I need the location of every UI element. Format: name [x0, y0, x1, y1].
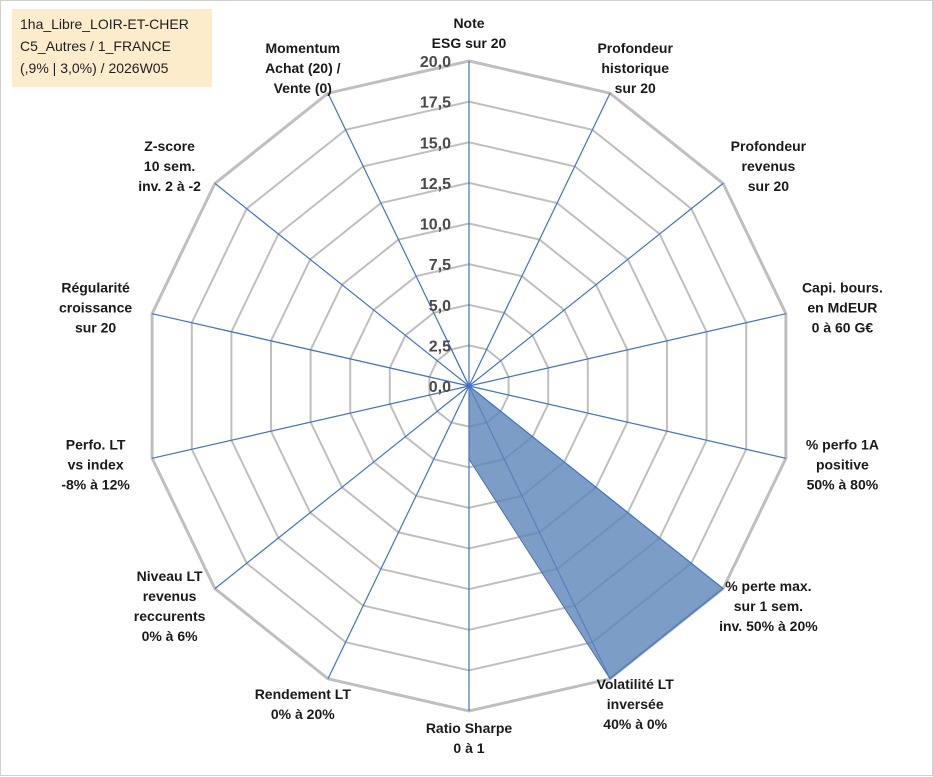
tick-label-7: 17,5 [420, 95, 451, 112]
axis-label-9-line-1: revenus [143, 588, 197, 604]
axis-label-3-line-2: 0 à 60 G€ [812, 320, 874, 336]
axis-label-1-line-0: Profondeur [597, 40, 673, 56]
axis-label-4-line-0: % perfo 1A [806, 437, 879, 453]
axis-label-10: Perfo. LT vs index -8% à 12% [61, 437, 130, 493]
tick-label-8: 20,0 [420, 54, 451, 71]
axis-label-3: Capi. bours. en MdEUR 0 à 60 G€ [802, 280, 883, 336]
axis-label-5-line-0: % perte max. [725, 578, 811, 594]
axis-label-11-line-2: sur 20 [75, 320, 116, 336]
axis-label-11-line-0: Régularité [61, 280, 130, 296]
axis-label-7-line-1: 0 à 1 [453, 740, 484, 756]
axis-spoke-12 [214, 182, 470, 387]
axis-label-2-line-2: sur 20 [748, 178, 789, 194]
axis-label-0-line-0: Note [453, 15, 484, 31]
axis-label-2-line-1: revenus [742, 158, 796, 174]
axis-spoke-4 [468, 385, 787, 459]
axis-spoke-2 [468, 182, 724, 387]
axis-label-13-line-1: Achat (20) / [265, 60, 341, 76]
axis-label-8-line-0: Rendement LT [255, 686, 352, 702]
axis-label-6-line-0: Volatilité LT [597, 676, 675, 692]
axis-label-2-line-0: Profondeur [731, 138, 807, 154]
axis-label-6-line-1: inversée [607, 696, 664, 712]
axis-spoke-1 [468, 92, 611, 387]
axis-spoke-3 [468, 313, 787, 387]
axis-labels: Note ESG sur 20 Profondeur historique sur 20… [59, 15, 883, 756]
tick-label-0: 0,0 [429, 379, 451, 396]
axis-label-10-line-2: -8% à 12% [61, 477, 130, 493]
axis-label-13: Momentum Achat (20) / Vente (0) [265, 40, 341, 96]
series-area-0 [215, 327, 724, 680]
axis-label-2: Profondeur revenus sur 20 [731, 138, 807, 194]
axis-label-10-line-0: Perfo. LT [66, 437, 126, 453]
title-line-3: (,9% | 3,0%) / 2026W05 [20, 60, 169, 76]
series-area [215, 327, 724, 680]
axis-label-0: Note ESG sur 20 [432, 15, 507, 51]
title-box: 1ha_Libre_LOIR-ET-CHER C5_Autres / 1_FRA… [12, 9, 212, 87]
axis-label-7-line-0: Ratio Sharpe [426, 720, 513, 736]
axis-label-1-line-1: historique [601, 60, 669, 76]
axis-label-12-line-2: inv. 2 à -2 [138, 178, 201, 194]
axis-label-13-line-2: Vente (0) [274, 80, 332, 96]
axis-spoke-9 [214, 385, 470, 590]
axis-label-9: Niveau LT revenus reccurents 0% à 6% [134, 568, 206, 644]
axis-label-9-line-3: 0% à 6% [142, 628, 199, 644]
axis-label-9-line-0: Niveau LT [137, 568, 203, 584]
axis-label-0-line-1: ESG sur 20 [432, 35, 507, 51]
title-line-1: 1ha_Libre_LOIR-ET-CHER [20, 16, 189, 32]
axis-label-4-line-1: positive [816, 457, 869, 473]
axis-label-12-line-1: 10 sem. [144, 158, 195, 174]
axis-label-12: Z-score 10 sem. inv. 2 à -2 [138, 138, 201, 194]
axis-label-9-line-2: reccurents [134, 608, 206, 624]
tick-labels: 0,0 2,5 5,0 7,5 10,0 12,5 15,0 17,5 20,0 [420, 54, 451, 396]
axis-spoke-8 [327, 385, 470, 680]
axis-label-3-line-0: Capi. bours. [802, 280, 883, 296]
tick-label-1: 2,5 [429, 338, 451, 355]
axis-label-13-line-0: Momentum [265, 40, 340, 56]
title-line-2: C5_Autres / 1_FRANCE [20, 38, 171, 54]
axis-label-6-line-2: 40% à 0% [603, 716, 667, 732]
axis-label-4-line-2: 50% à 80% [807, 477, 879, 493]
tick-label-3: 7,5 [429, 257, 451, 274]
axis-label-1-line-2: sur 20 [615, 80, 656, 96]
axis-label-8-line-1: 0% à 20% [271, 706, 335, 722]
tick-label-5: 12,5 [420, 176, 451, 193]
axis-label-1: Profondeur historique sur 20 [597, 40, 673, 96]
axis-label-11: Régularité croissance sur 20 [59, 280, 132, 336]
axis-label-5-line-2: inv. 50% à 20% [719, 618, 818, 634]
axis-label-5-line-1: sur 1 sem. [734, 598, 803, 614]
axis-label-10-line-1: vs index [68, 457, 124, 473]
axis-label-11-line-1: croissance [59, 300, 132, 316]
axis-spoke-10 [151, 385, 470, 459]
axis-label-7: Ratio Sharpe 0 à 1 [426, 720, 513, 756]
tick-label-6: 15,0 [420, 135, 451, 152]
axis-label-6: Volatilité LT inversée 40% à 0% [597, 676, 675, 732]
tick-label-2: 5,0 [429, 298, 451, 315]
axis-label-3-line-1: en MdEUR [807, 300, 877, 316]
axis-label-5: % perte max. sur 1 sem. inv. 50% à 20% [719, 578, 818, 634]
axis-label-12-line-0: Z-score [144, 138, 195, 154]
axis-label-8: Rendement LT 0% à 20% [255, 686, 352, 722]
tick-label-4: 10,0 [420, 217, 451, 234]
axis-label-4: % perfo 1A positive 50% à 80% [806, 437, 879, 493]
